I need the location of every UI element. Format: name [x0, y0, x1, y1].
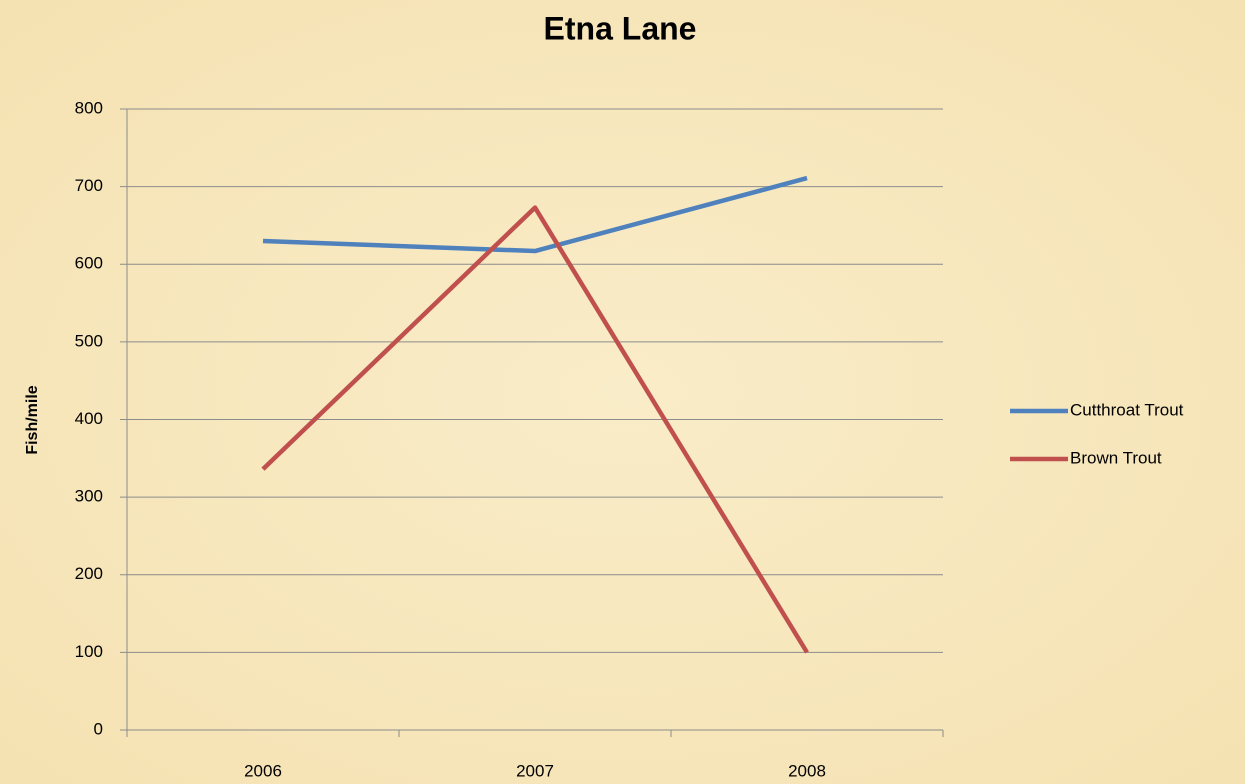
y-tick-label: 800 [75, 98, 103, 117]
y-tick-label: 700 [75, 176, 103, 195]
y-tick-label: 200 [75, 564, 103, 583]
legend-label: Cutthroat Trout [1070, 400, 1184, 419]
y-tick-label: 600 [75, 254, 103, 273]
y-tick-label: 400 [75, 409, 103, 428]
legend-label: Brown Trout [1070, 448, 1162, 467]
chart-title: Etna Lane [544, 10, 697, 46]
y-tick-label: 100 [75, 642, 103, 661]
line-series [262, 175, 808, 254]
line-series [261, 205, 809, 654]
x-tick-label: 2006 [244, 761, 282, 780]
y-tick-label: 300 [75, 487, 103, 506]
x-tick-label: 2007 [516, 761, 554, 780]
y-axis-label: Fish/mile [24, 385, 41, 454]
x-tick-label: 2008 [788, 761, 826, 780]
y-tick-label: 0 [94, 719, 103, 738]
y-tick-label: 500 [75, 331, 103, 350]
